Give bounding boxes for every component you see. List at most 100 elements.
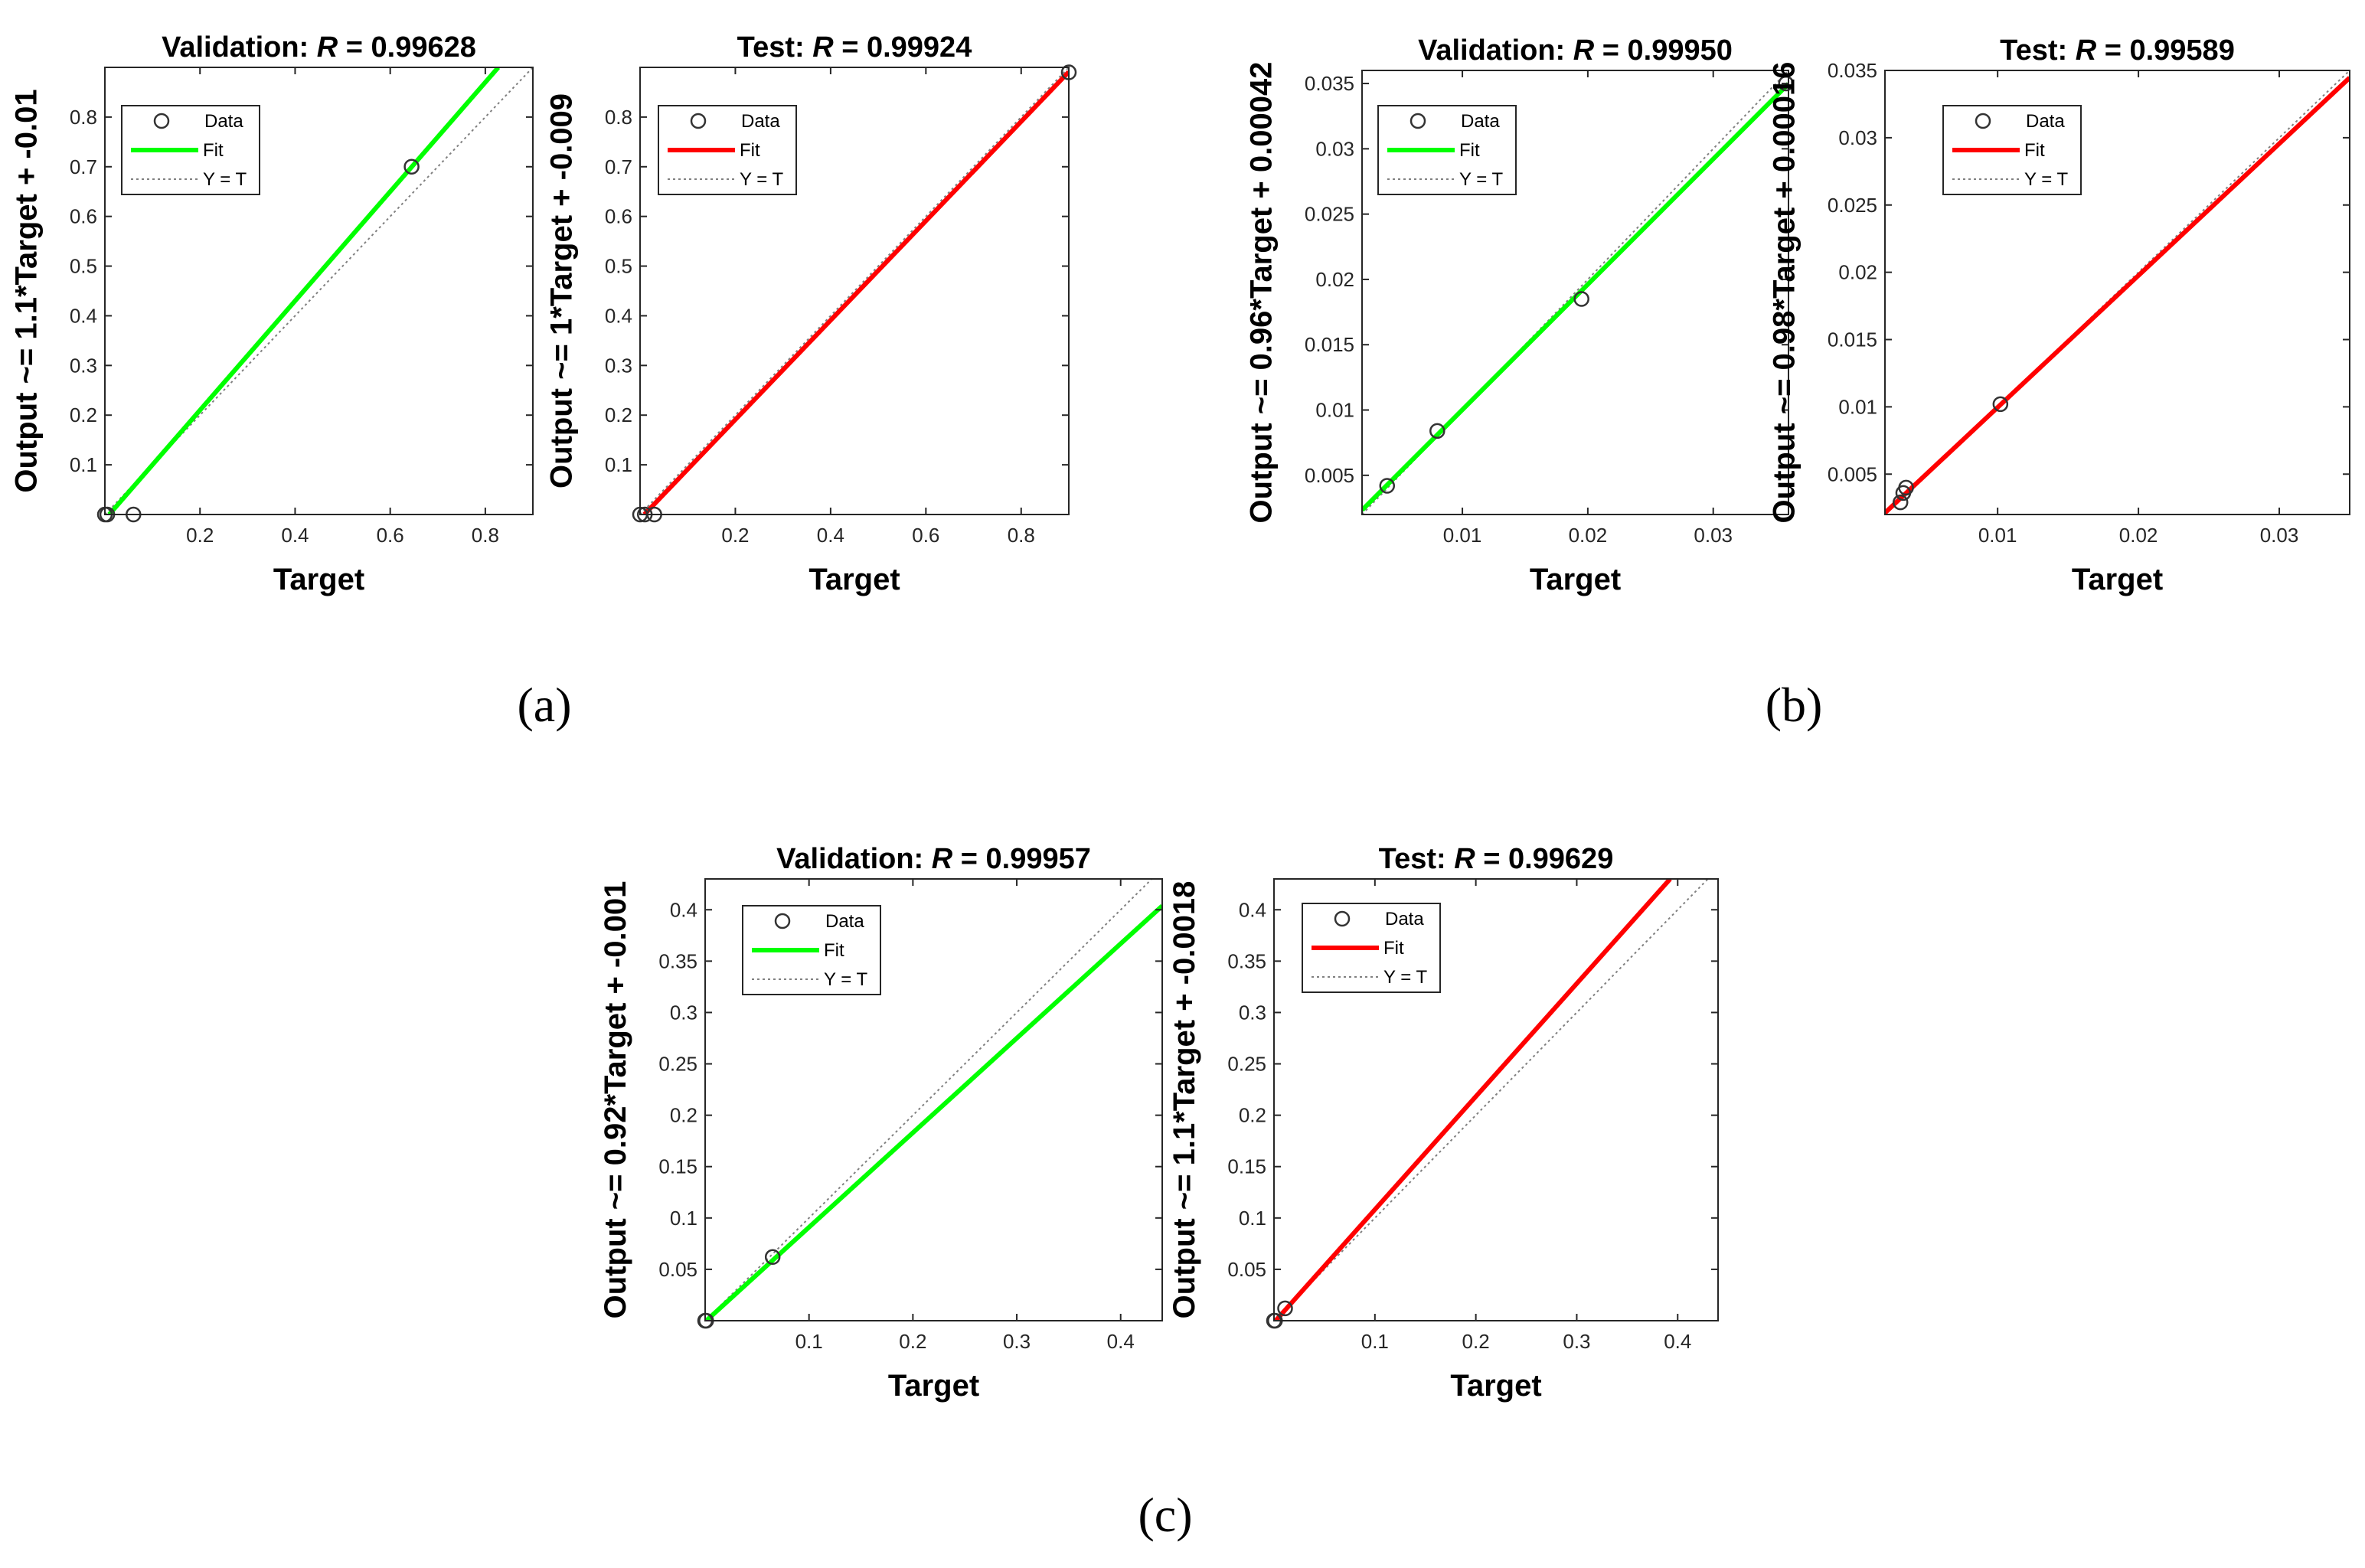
- y-tick-label: 0.35: [658, 949, 697, 972]
- y-tick-label: 0.05: [658, 1258, 697, 1281]
- fit-line: [1274, 879, 1672, 1321]
- x-tick-label: 0.1: [1361, 1330, 1389, 1353]
- y-tick-label: 0.4: [1239, 898, 1266, 921]
- legend-data-marker: [1975, 113, 1991, 129]
- y-axis-label: Output ~= 1.1*Target + -0.01: [10, 89, 44, 492]
- panel-label-b: (b): [1766, 678, 1823, 732]
- x-tick-label: 0.2: [1462, 1330, 1490, 1353]
- y-tick-label: 0.015: [1828, 328, 1877, 351]
- axes-frame: [1884, 70, 2350, 515]
- data-point: [1573, 291, 1589, 307]
- data-point: [1898, 479, 1914, 496]
- y-tick-label: 0.1: [70, 453, 97, 476]
- y-tick-label: 0.03: [1838, 126, 1877, 149]
- y-tick-label: 0.025: [1305, 203, 1354, 226]
- y-tick-label: 0.1: [1239, 1207, 1266, 1230]
- legend-data-marker: [1410, 113, 1426, 129]
- axes-frame: [104, 67, 534, 515]
- fit-line: [107, 67, 501, 514]
- chart-2: 0.2 0.4 0.6 0.8 0.1 0.2 0.3 0.4 0.5 0.6 0.7 0.8 Test…: [545, 31, 1077, 596]
- y-tick-label: 0.1: [670, 1207, 697, 1230]
- data-point: [403, 158, 420, 175]
- x-tick-label: 0.03: [2260, 524, 2299, 547]
- y-tick-label: 0.005: [1305, 464, 1354, 487]
- legend-data-marker: [1334, 910, 1351, 927]
- legend-yt-label: Y = T: [2024, 169, 2068, 190]
- y-tick-label: 0.6: [70, 205, 97, 228]
- x-tick-label: 0.3: [1563, 1330, 1590, 1353]
- x-tick-label: 0.4: [1107, 1330, 1135, 1353]
- legend-data-marker: [690, 113, 707, 129]
- x-tick-label: 0.4: [817, 524, 844, 547]
- axes-frame: [639, 67, 1070, 515]
- fit-line: [1885, 76, 2350, 514]
- y-tick-label: 0.6: [605, 205, 632, 228]
- y-tick-label: 0.01: [1315, 399, 1354, 422]
- legend-fit-label: Fit: [740, 140, 760, 161]
- x-tick-label: 0.4: [281, 524, 309, 547]
- axes-frame: [1273, 878, 1719, 1321]
- y-tick-label: 0.5: [70, 255, 97, 278]
- data-point: [764, 1249, 781, 1266]
- y-tick-label: 0.25: [1227, 1053, 1266, 1076]
- x-axis-label: Target: [1450, 1369, 1541, 1403]
- y-tick-label: 0.5: [605, 255, 632, 278]
- y-tick-label: 0.7: [70, 155, 97, 178]
- axes-frame: [704, 878, 1163, 1321]
- fit-line: [705, 903, 1162, 1321]
- x-tick-label: 0.2: [721, 524, 749, 547]
- legend: Data Fit Y = T: [742, 905, 881, 995]
- y-axis-label: Output ~= 0.96*Target + 0.00042: [1245, 62, 1279, 524]
- legend-data-label: Data: [741, 111, 780, 132]
- y-tick-label: 0.01: [1838, 395, 1877, 418]
- data-point: [1429, 423, 1445, 439]
- x-axis-label: Target: [808, 563, 900, 596]
- y-tick-label: 0.15: [1227, 1155, 1266, 1178]
- legend-data-label: Data: [1461, 111, 1500, 132]
- legend-fit-label: Fit: [824, 940, 844, 961]
- x-axis-label: Target: [2072, 563, 2163, 596]
- y-tick-label: 0.2: [605, 403, 632, 426]
- panel-label-c: (c): [1138, 1488, 1192, 1542]
- legend-yt-label: Y = T: [740, 169, 783, 190]
- legend: Data Fit Y = T: [1377, 105, 1517, 195]
- y-tick-label: 0.4: [670, 898, 697, 921]
- legend-fit-label: Fit: [1383, 938, 1404, 959]
- legend-yt-label: Y = T: [1459, 169, 1503, 190]
- y-tick-label: 0.8: [70, 106, 97, 129]
- data-point: [1892, 494, 1909, 511]
- chart-3: 0.01 0.02 0.03 0.005 0.01 0.015 0.02 0.025 0.03 0…: [1245, 34, 1794, 596]
- y-axis-label: Output ~= 1.1*Target + -0.0018: [1168, 881, 1201, 1319]
- y-tick-label: 0.005: [1828, 462, 1877, 485]
- y-tick-label: 0.035: [1828, 59, 1877, 82]
- chart-title: Validation: R = 0.99957: [776, 843, 1091, 875]
- y-axis-label: Output ~= 1*Target + -0.009: [545, 93, 579, 488]
- y-tick-label: 0.2: [1239, 1104, 1266, 1127]
- x-axis-label: Target: [1530, 563, 1621, 596]
- chart-title: Test: R = 0.99924: [737, 31, 972, 64]
- x-tick-label: 0.01: [1443, 524, 1482, 547]
- legend-data-marker: [774, 913, 791, 929]
- legend-yt-label: Y = T: [1383, 967, 1427, 988]
- y-tick-label: 0.35: [1227, 949, 1266, 972]
- chart-title: Validation: R = 0.99628: [162, 31, 476, 64]
- identity-line: [640, 67, 1069, 514]
- y-tick-label: 0.8: [605, 106, 632, 129]
- data-point: [1992, 396, 2009, 413]
- legend-fit-label: Fit: [203, 140, 224, 161]
- chart-4: 0.01 0.02 0.03 0.005 0.01 0.015 0.02 0.025 0.03 0…: [1768, 34, 2350, 596]
- identity-line: [1274, 879, 1709, 1321]
- data-point: [1277, 1300, 1293, 1317]
- y-tick-label: 0.3: [70, 354, 97, 377]
- x-tick-label: 0.4: [1664, 1330, 1691, 1353]
- y-tick-label: 0.025: [1828, 194, 1877, 217]
- x-tick-label: 0.2: [186, 524, 214, 547]
- fit-line: [642, 70, 1069, 514]
- legend-data-label: Data: [2026, 111, 2065, 132]
- y-tick-label: 0.02: [1838, 261, 1877, 284]
- data-point: [1778, 75, 1794, 92]
- axes-frame: [1361, 70, 1789, 515]
- y-tick-label: 0.035: [1305, 72, 1354, 95]
- legend-yt-label: Y = T: [824, 969, 867, 990]
